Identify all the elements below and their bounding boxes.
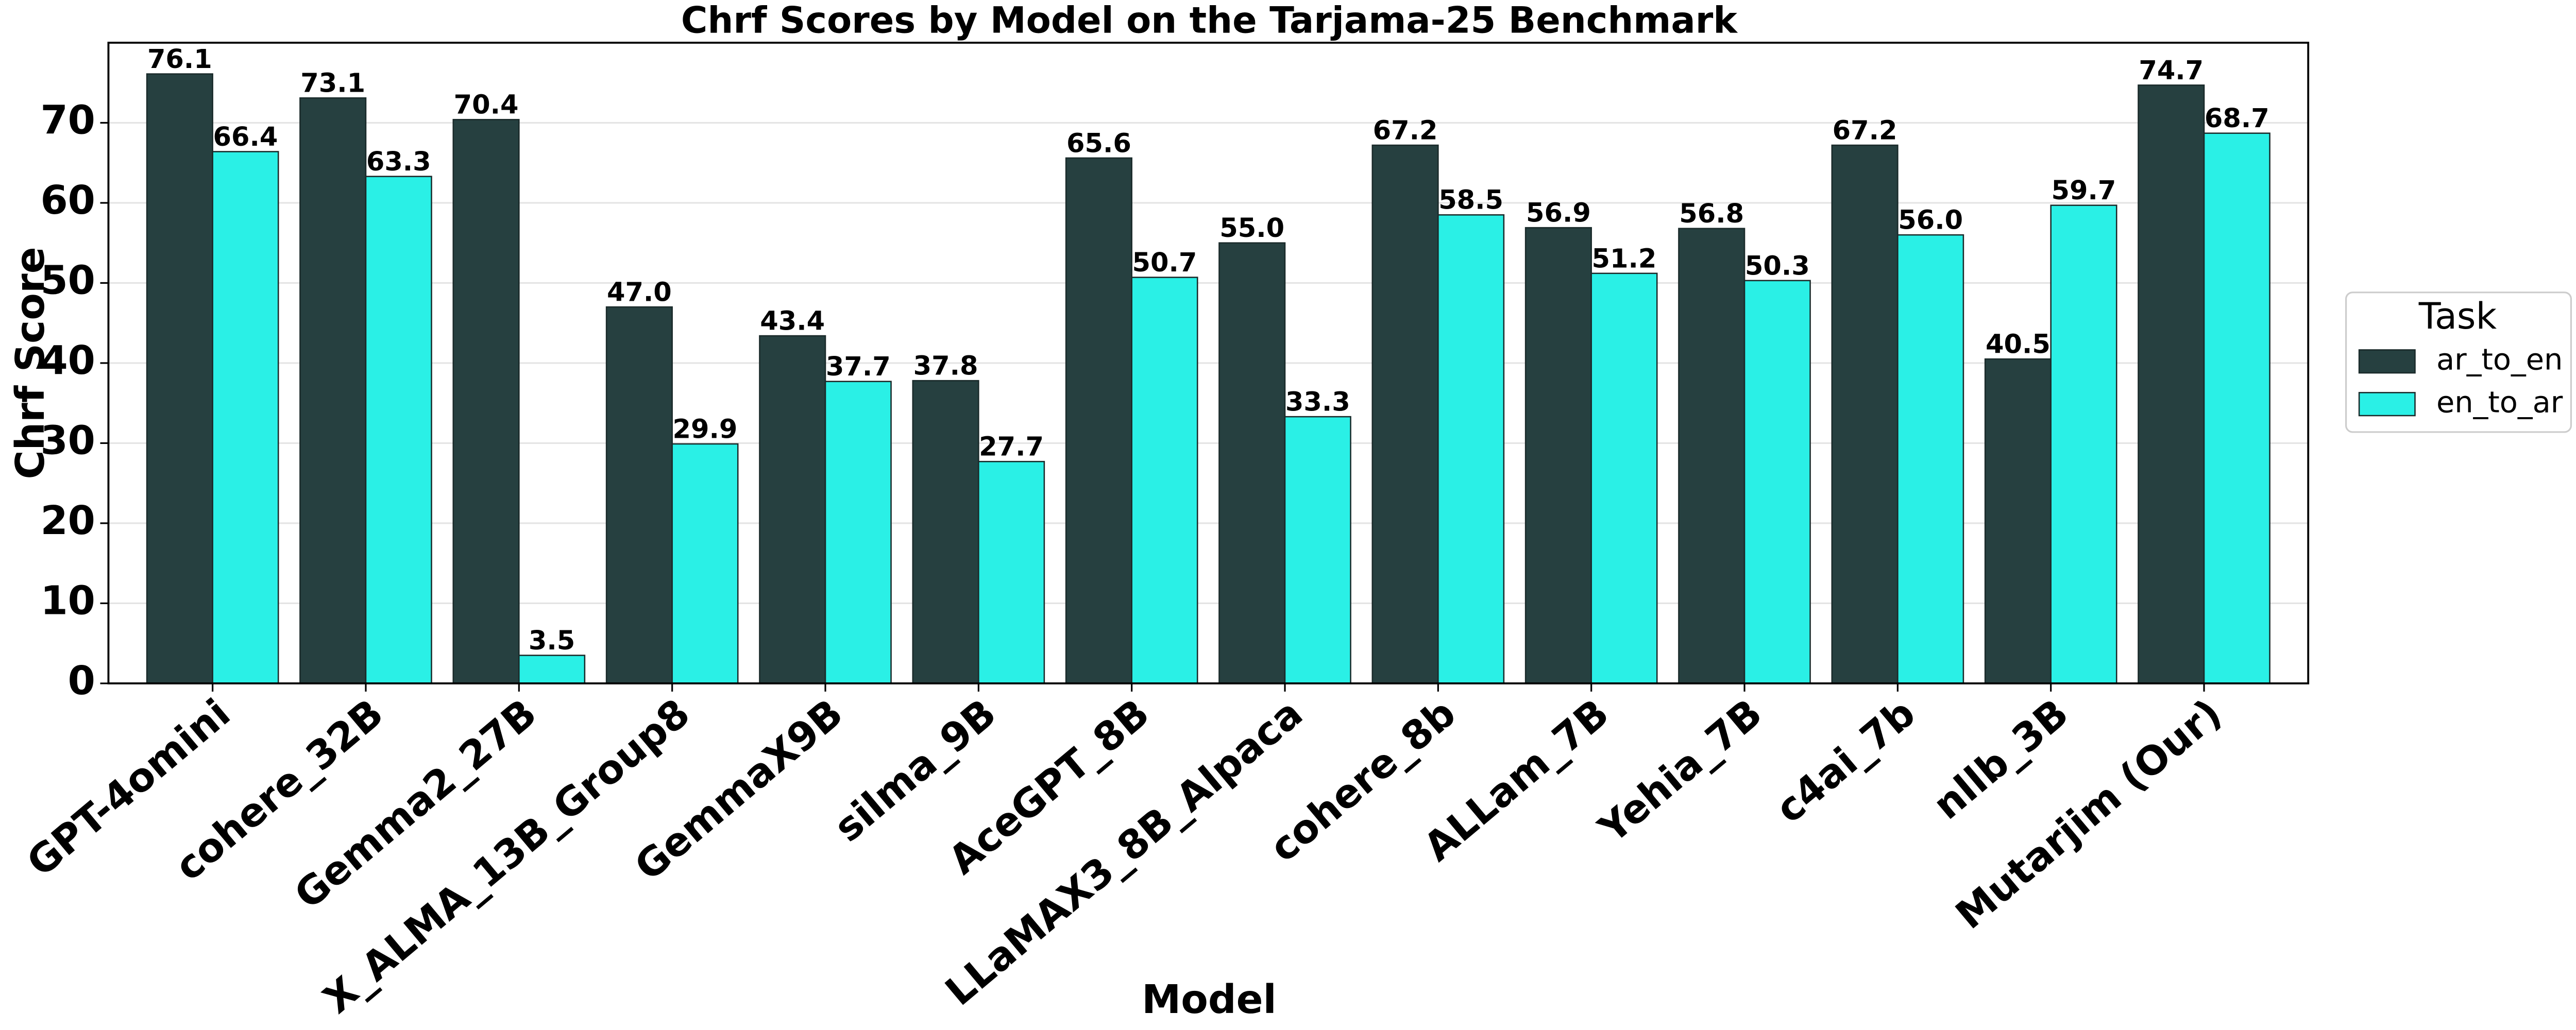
- bar: [2138, 84, 2205, 684]
- bar: [1743, 280, 1811, 684]
- chart-title: Chrf Scores by Model on the Tarjama-25 B…: [681, 0, 1738, 42]
- value-label: 66.4: [213, 122, 278, 152]
- value-label: 27.7: [979, 432, 1044, 462]
- value-label: 70.4: [454, 90, 519, 121]
- value-label: 76.1: [147, 44, 212, 75]
- value-label: 63.3: [366, 147, 431, 177]
- value-label: 50.7: [1132, 248, 1197, 278]
- value-label: 65.6: [1066, 128, 1131, 159]
- value-label: 58.5: [1438, 185, 1503, 216]
- legend-label: en_to_ar: [2436, 385, 2563, 419]
- legend-swatch: [2358, 392, 2416, 417]
- value-label: 56.8: [1679, 199, 1744, 229]
- y-tick-label: 50: [40, 258, 95, 303]
- x-tick-label: Yehia_7B: [1590, 690, 1771, 852]
- value-label: 29.9: [673, 414, 738, 444]
- x-tick-label: nllb_3B: [1925, 690, 2077, 829]
- value-label: 51.2: [1592, 244, 1657, 274]
- value-label: 37.7: [826, 352, 891, 382]
- value-label: 56.0: [1898, 205, 1963, 236]
- bar: [978, 460, 1045, 684]
- bar: [1065, 157, 1132, 684]
- y-tick-label: 40: [40, 338, 95, 384]
- y-tick-label: 20: [40, 498, 95, 544]
- bar: [824, 381, 892, 684]
- legend-label: ar_to_en: [2436, 342, 2563, 376]
- y-tick-label: 30: [40, 418, 95, 464]
- x-tick-label: c4ai_7b: [1767, 690, 1924, 832]
- bar: [299, 97, 367, 684]
- bar: [365, 176, 432, 684]
- value-label: 43.4: [760, 306, 825, 337]
- bar: [1897, 234, 1964, 684]
- bar: [452, 118, 520, 684]
- plot-frame: [107, 42, 2310, 684]
- y-tick-label: 10: [40, 578, 95, 624]
- bar: [2203, 132, 2270, 684]
- value-label: 74.7: [2139, 56, 2204, 86]
- value-label: 59.7: [2052, 176, 2116, 206]
- bar: [1218, 242, 1286, 684]
- bar: [1831, 144, 1899, 684]
- value-label: 47.0: [607, 278, 672, 308]
- value-label: 50.3: [1745, 251, 1810, 281]
- bar: [912, 380, 979, 684]
- bar: [1284, 416, 1351, 684]
- bar: [1678, 228, 1745, 684]
- bar: [2050, 204, 2117, 684]
- value-label: 68.7: [2205, 104, 2269, 134]
- value-label: 40.5: [1986, 330, 2050, 360]
- legend-swatch: [2358, 349, 2416, 374]
- y-tick-label: 70: [40, 97, 95, 143]
- bar: [759, 335, 826, 684]
- value-label: 33.3: [1285, 387, 1350, 418]
- value-label: 55.0: [1219, 213, 1284, 244]
- y-tick-label: 60: [40, 178, 95, 224]
- value-label: 3.5: [529, 626, 575, 656]
- legend-title: Task: [2418, 295, 2497, 337]
- value-label: 67.2: [1833, 115, 1897, 146]
- value-label: 67.2: [1373, 115, 1438, 146]
- bar: [212, 151, 279, 684]
- y-axis-label: Chrf Score: [8, 247, 54, 479]
- value-label: 56.9: [1526, 198, 1591, 229]
- value-label: 37.8: [913, 351, 978, 382]
- bar: [1437, 214, 1505, 684]
- bar: [518, 655, 586, 684]
- bar: [1524, 227, 1592, 684]
- bar: [1371, 144, 1439, 684]
- bar: [1590, 272, 1658, 684]
- value-label: 73.1: [300, 68, 365, 99]
- y-tick-label: 0: [68, 658, 95, 704]
- bar: [1131, 277, 1198, 684]
- bar: [146, 73, 213, 684]
- bar: [671, 443, 739, 684]
- x-axis-label: Model: [1142, 977, 1277, 1023]
- bar: [605, 306, 673, 684]
- bar: [1984, 358, 2052, 684]
- x-tick-label: Mutarjim (Our): [1947, 690, 2230, 938]
